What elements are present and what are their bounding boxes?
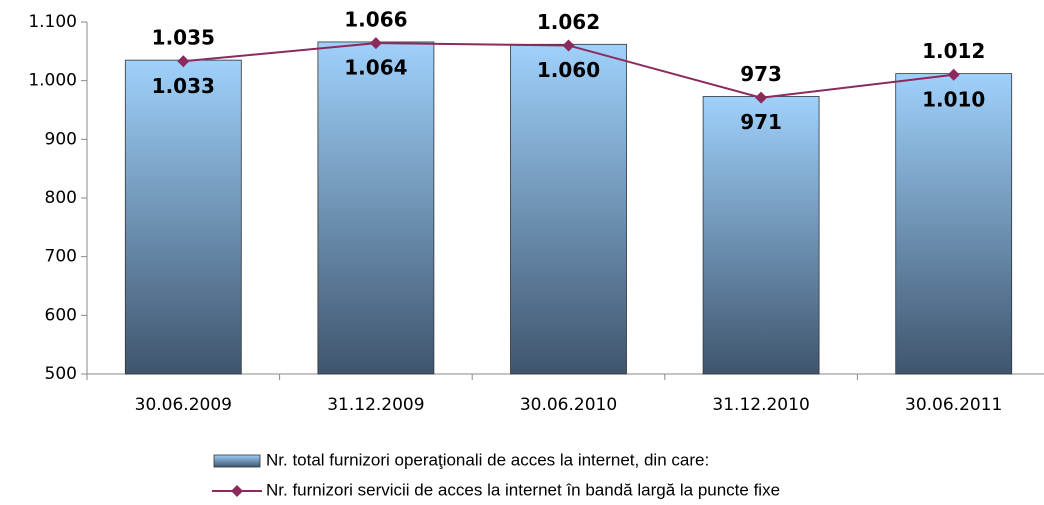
line-marker [177,55,190,68]
line-marker [947,68,960,81]
legend-swatch [213,454,261,468]
x-tick-label: 31.12.2009 [327,395,424,415]
line-value-label: 1.064 [344,56,407,80]
line-marker [562,39,575,52]
bar-value-label: 1.012 [922,39,985,63]
y-tick-label: 700 [45,247,77,267]
line-value-label: 1.033 [152,74,215,98]
bar-value-label: 1.062 [537,10,600,34]
y-tick-label: 500 [45,364,77,384]
bar [895,73,1013,375]
legend-marker [231,485,243,497]
y-tick-label: 900 [45,129,77,149]
line-marker [755,91,768,104]
y-tick-label: 800 [45,188,77,208]
x-tick-label: 31.12.2010 [712,395,809,415]
line-value-label: 971 [740,110,782,134]
y-tick-label: 1.100 [28,12,77,32]
bar-value-label: 1.035 [152,26,215,50]
y-tick-label: 600 [45,305,77,325]
legend-label: Nr. furnizori servicii de acces la inter… [266,480,780,499]
bar [124,59,242,375]
bar [702,96,820,375]
line-marker [369,37,382,50]
bar [510,43,627,375]
x-tick-label: 30.06.2010 [520,395,617,415]
y-tick-label: 1.000 [28,71,77,91]
line-value-label: 1.010 [922,87,985,111]
bar-value-label: 1.066 [344,7,407,31]
bar [317,41,435,375]
line-value-label: 1.060 [537,58,600,82]
x-tick-label: 30.06.2009 [135,395,232,415]
x-tick-label: 30.06.2011 [905,395,1002,415]
bar-value-label: 973 [740,62,782,86]
legend-label: Nr. total furnizori operaţionali de acce… [266,450,709,469]
